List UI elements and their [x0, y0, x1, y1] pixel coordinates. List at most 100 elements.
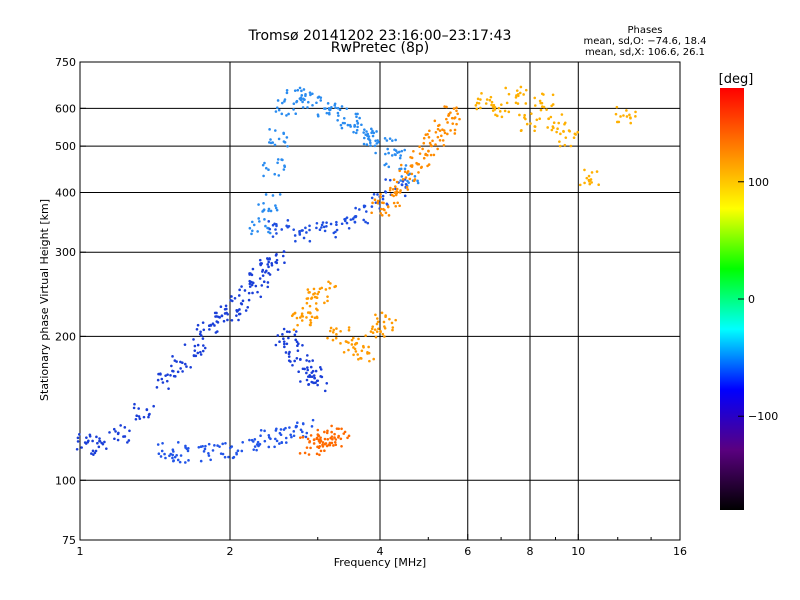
data-point — [371, 325, 375, 328]
data-point — [172, 374, 176, 378]
data-point — [276, 161, 279, 165]
data-point — [370, 131, 373, 135]
data-point — [274, 206, 278, 210]
data-point — [300, 319, 304, 322]
colorbar-tick-label: −100 — [748, 410, 778, 423]
data-point — [112, 427, 116, 431]
data-point — [524, 88, 528, 92]
data-point — [280, 228, 284, 231]
data-point — [316, 114, 320, 118]
data-point — [298, 97, 302, 100]
data-point — [539, 108, 543, 112]
data-point — [96, 441, 99, 445]
data-point — [403, 178, 407, 181]
data-point — [374, 335, 378, 339]
data-point — [316, 379, 320, 383]
data-point — [179, 360, 182, 364]
data-point — [407, 181, 411, 184]
data-point — [253, 438, 257, 441]
data-point — [273, 143, 277, 147]
data-point — [221, 452, 225, 456]
data-point — [394, 153, 397, 157]
data-point — [340, 126, 344, 130]
data-point — [268, 227, 272, 231]
data-point — [306, 375, 310, 378]
data-point — [331, 338, 335, 342]
legend-title: Phases — [627, 25, 662, 36]
data-point — [340, 427, 343, 431]
data-point — [590, 171, 594, 174]
data-point — [371, 134, 375, 138]
data-point — [192, 338, 195, 341]
data-point — [559, 132, 562, 136]
data-point — [505, 101, 509, 105]
data-point — [533, 129, 536, 133]
data-point — [485, 98, 489, 101]
data-point — [479, 98, 482, 101]
data-point — [322, 107, 326, 110]
data-point — [491, 109, 495, 112]
data-point — [403, 167, 407, 171]
data-point — [309, 323, 312, 327]
data-point — [387, 214, 391, 217]
data-point — [199, 330, 202, 334]
data-point — [292, 102, 296, 106]
data-point — [629, 121, 633, 125]
data-point — [399, 154, 402, 157]
data-point — [293, 359, 296, 363]
data-point — [518, 113, 521, 117]
data-point — [148, 412, 151, 416]
data-point — [380, 311, 384, 315]
data-point — [376, 199, 380, 203]
data-point — [562, 130, 565, 133]
data-point — [221, 442, 224, 446]
data-point — [75, 447, 79, 451]
data-point — [595, 170, 599, 173]
data-point — [346, 123, 350, 127]
data-point — [277, 108, 281, 112]
data-point — [308, 440, 312, 443]
data-point — [538, 117, 541, 120]
data-point — [333, 285, 336, 289]
data-point — [319, 99, 323, 102]
data-point — [394, 204, 398, 208]
data-point — [292, 434, 296, 438]
data-point — [319, 96, 323, 99]
data-point — [523, 113, 526, 117]
data-point — [292, 228, 295, 231]
data-point — [347, 348, 350, 352]
data-point — [201, 349, 205, 353]
data-point — [524, 117, 527, 121]
data-point — [358, 208, 361, 211]
data-point — [280, 112, 284, 116]
data-point — [398, 156, 402, 160]
data-point — [293, 311, 297, 315]
data-point — [386, 147, 389, 151]
data-point — [379, 195, 382, 199]
data-point — [317, 438, 321, 442]
data-point — [308, 290, 311, 294]
data-point — [309, 446, 312, 450]
data-point — [334, 443, 338, 447]
data-point — [345, 107, 349, 110]
data-point — [400, 149, 404, 153]
data-point — [235, 310, 239, 313]
data-point — [398, 191, 402, 194]
data-point — [260, 284, 264, 287]
data-point — [396, 190, 399, 194]
data-point — [418, 152, 422, 155]
data-point — [426, 133, 429, 136]
data-point — [257, 443, 261, 447]
data-point — [263, 429, 266, 433]
data-point — [474, 104, 478, 107]
data-point — [317, 290, 321, 294]
data-point — [230, 319, 234, 322]
data-point — [517, 94, 520, 98]
data-point — [421, 147, 424, 151]
data-point — [375, 130, 378, 133]
data-point — [309, 365, 313, 369]
data-point — [574, 133, 577, 136]
data-point — [362, 142, 366, 146]
data-point — [240, 449, 244, 453]
data-point — [240, 285, 243, 288]
